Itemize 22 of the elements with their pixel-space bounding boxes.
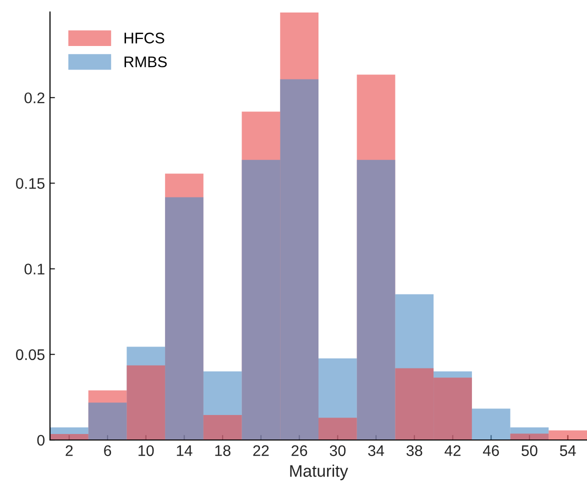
x-tick-label: 2	[66, 445, 73, 456]
y-tick-label: 0	[37, 434, 45, 446]
x-tick-label: 26	[292, 445, 308, 456]
x-tick-label: 30	[330, 445, 346, 456]
legend-label: RMBS	[124, 56, 167, 68]
legend-label: HFCS	[124, 32, 164, 44]
x-axis-title: Maturity	[290, 464, 348, 480]
x-tick-label: 6	[104, 445, 112, 456]
x-tick-label: 50	[522, 445, 538, 456]
x-tick-label: 46	[482, 445, 499, 456]
x-tick-label: 14	[176, 445, 192, 456]
y-tick-label: 0.15	[16, 178, 44, 189]
x-tick-label: 18	[215, 445, 230, 456]
x-tick-label: 38	[406, 445, 422, 456]
x-tick-label: 10	[138, 445, 154, 456]
x-tick-label: 54	[560, 445, 576, 456]
x-tick-label: 22	[253, 445, 269, 456]
y-tick-label: 0.1	[24, 264, 44, 274]
y-tick-label: 0.05	[16, 349, 44, 360]
x-tick-label: 34	[368, 445, 384, 456]
x-tick-label: 42	[444, 445, 460, 456]
y-tick-label: 0.2	[24, 92, 44, 104]
